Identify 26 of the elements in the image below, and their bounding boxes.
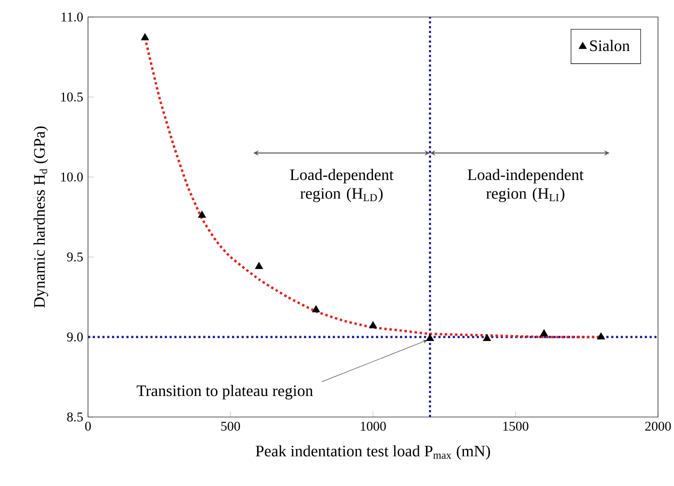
y-tick-label: 10.5 <box>61 92 83 102</box>
point <box>540 329 548 336</box>
x-axis-title: Peak indentation test load P$_{max}$ (mN) <box>256 445 490 460</box>
y-tick-label: 10.0 <box>61 172 83 182</box>
y-axis-title: Dynamic hardness H$_{d}$ (GPa) <box>34 126 48 308</box>
legend-label: Sialon <box>590 40 630 52</box>
point <box>597 332 605 340</box>
annotation: Transition to plateau region <box>136 384 313 400</box>
y-tick-label: 9.0 <box>67 332 83 342</box>
y-tick-label: 11.0 <box>62 12 83 22</box>
point <box>198 210 206 218</box>
x-tick-label: 2000 <box>645 422 671 431</box>
x-tick-label: 0 <box>85 422 91 431</box>
annotation: Load-independent region (H$_{LI}$) <box>468 168 584 202</box>
y-tick-label: 9.5 <box>67 252 83 262</box>
point <box>141 33 149 40</box>
point <box>312 305 320 312</box>
annotation: Load-dependent region (H$_{LD}$) <box>290 168 394 202</box>
point <box>255 262 263 269</box>
x-tick-label: 1000 <box>360 422 386 431</box>
x-tick-label: 1500 <box>503 422 528 431</box>
point <box>369 321 377 328</box>
point <box>426 334 434 342</box>
y-tick-label: 8.5 <box>67 412 83 422</box>
x-tick-label: 500 <box>221 422 240 431</box>
point <box>483 334 491 342</box>
